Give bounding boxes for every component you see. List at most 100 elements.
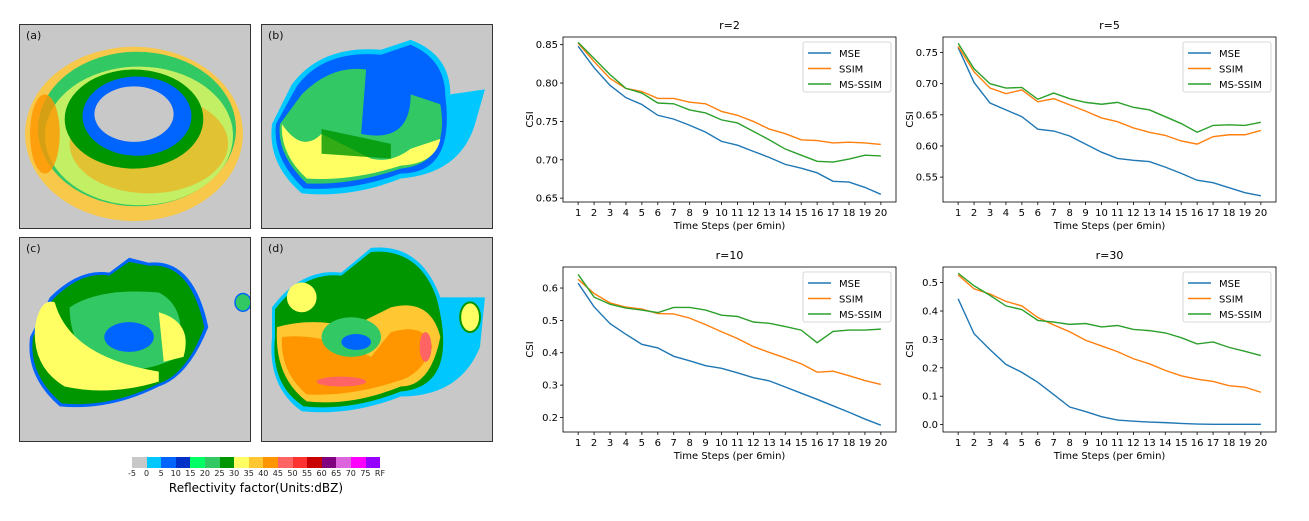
radar-panel-c: (c)	[19, 237, 251, 442]
x-tick-label: 4	[623, 438, 629, 449]
x-tick-label: 13	[1143, 208, 1156, 219]
csi-chart-r10: r=10 0.2 0.3 0.4 0.5 0.6 1 2 3 4 5 6 7 8 9 10 11 12 13 14 15…	[520, 240, 910, 474]
x-tick-label: 3	[607, 438, 613, 449]
x-tick-label: 15	[795, 438, 808, 449]
colorbar-swatch	[277, 457, 293, 468]
series-line-ms-ssim	[957, 272, 1262, 357]
legend-box	[1182, 41, 1272, 93]
x-axis-label: Time Steps (per 6min)	[673, 451, 786, 462]
chart-title: r=10	[716, 249, 744, 262]
x-tick-label: 11	[1111, 438, 1124, 449]
y-tick-label: 0.4	[542, 348, 558, 359]
series-line-mse	[957, 298, 1261, 426]
legend-entry: SSIM	[1219, 65, 1243, 76]
x-tick-label: 13	[1143, 438, 1156, 449]
x-tick-label: 19	[1239, 438, 1252, 449]
x-tick-label: 4	[1003, 208, 1009, 219]
legend-entry: MS-SSIM	[839, 80, 882, 91]
colorbar-tick-label: 70	[345, 469, 356, 478]
y-tick-label: 0.75	[916, 48, 938, 59]
x-tick-label: 16	[1191, 208, 1204, 219]
y-axis-label: CSI	[905, 341, 916, 357]
colorbar-swatch	[146, 457, 162, 468]
y-tick-label: 0.3	[542, 381, 558, 392]
x-tick-label: 10	[715, 438, 728, 449]
radar-image-c	[29, 257, 250, 408]
y-tick-label: 0.70	[536, 155, 558, 166]
colorbar-tick-label: 15	[185, 469, 196, 478]
panel-label-d: (d)	[268, 242, 284, 255]
colorbar-tick-label: 30	[229, 469, 240, 478]
x-tick-label: 18	[843, 438, 856, 449]
x-tick-label: 7	[671, 438, 677, 449]
y-tick-label: 0.6	[542, 284, 558, 295]
radar-image-a	[25, 46, 243, 222]
colorbar-swatch	[365, 457, 381, 468]
plot-frame	[942, 36, 1277, 203]
colorbar-swatch	[350, 457, 366, 468]
x-tick-label: 13	[763, 438, 776, 449]
y-tick-label: 0.65	[916, 110, 938, 121]
csi-chart-r2: r=2 0.65 0.70 0.75 0.80 0.85 1 2 3 4 5 6 7 8 9 10 11 12 13…	[520, 10, 910, 244]
x-axis-label: Time Steps (per 6min)	[1053, 221, 1166, 232]
x-tick-label: 6	[655, 208, 661, 219]
colorbar-swatch	[175, 457, 191, 468]
radar-panel-d: (d)	[261, 237, 493, 442]
x-tick-label: 9	[702, 438, 708, 449]
x-tick-label: 17	[1207, 208, 1220, 219]
colorbar-swatch	[248, 457, 264, 468]
x-tick-label: 6	[1035, 208, 1041, 219]
colorbar-tick-label: 45	[272, 469, 283, 478]
series-line-mse	[577, 45, 882, 195]
colorbar-swatch	[219, 457, 235, 468]
colorbar-swatch	[263, 457, 278, 468]
x-axis-label: Time Steps (per 6min)	[673, 221, 786, 232]
x-tick-label: 19	[1239, 208, 1252, 219]
plot-frame	[562, 36, 897, 203]
y-tick-label: 0.5	[542, 316, 558, 327]
colorbar-tick-label: 10	[170, 469, 181, 478]
x-tick-label: 12	[747, 438, 760, 449]
series-line-ms-ssim	[577, 41, 881, 163]
x-axis-label: Time Steps (per 6min)	[1053, 451, 1166, 462]
chart-title: r=30	[1096, 249, 1124, 262]
x-tick-label: 16	[1191, 438, 1204, 449]
series-line-ssim	[957, 274, 1262, 393]
x-tick-label: 16	[811, 208, 824, 219]
csi-chart-r30: r=30 0.0 0.1 0.2 0.3 0.4 0.5 1 2 3 4 5 6 7 8 9 10 11 12 13 1…	[900, 240, 1300, 474]
colorbar-swatch	[132, 457, 147, 468]
x-tick-label: 10	[1095, 208, 1108, 219]
x-tick-label: 2	[971, 208, 977, 219]
x-tick-label: 10	[1095, 438, 1108, 449]
x-tick-label: 18	[843, 208, 856, 219]
x-tick-label: 14	[1159, 208, 1172, 219]
legend-box	[802, 41, 892, 93]
series-line-ssim	[577, 278, 882, 386]
x-tick-label: 8	[1066, 438, 1072, 449]
x-tick-label: 20	[874, 208, 887, 219]
colorbar-tick-label: 25	[214, 469, 225, 478]
colorbar-tick-label: 5	[158, 469, 164, 478]
y-tick-label: 0.3	[922, 335, 938, 346]
y-axis-label: CSI	[525, 111, 536, 127]
x-tick-label: 1	[955, 208, 961, 219]
colorbar-tick-label: 55	[301, 469, 313, 478]
plot-frame	[562, 266, 897, 433]
legend-entry: MS-SSIM	[1219, 80, 1262, 91]
x-tick-label: 3	[607, 208, 613, 219]
legend-entry: MS-SSIM	[839, 310, 882, 321]
x-tick-label: 11	[731, 208, 744, 219]
x-tick-label: 9	[1082, 208, 1088, 219]
colorbar-swatch	[190, 457, 205, 468]
series-line-ssim	[957, 45, 1262, 145]
x-tick-label: 1	[575, 208, 581, 219]
x-tick-label: 2	[971, 438, 977, 449]
y-tick-label: 0.85	[536, 40, 558, 51]
y-tick-label: 0.70	[916, 79, 938, 90]
x-tick-label: 2	[591, 208, 597, 219]
panel-label-c: (c)	[26, 242, 41, 255]
y-tick-label: 0.1	[922, 392, 938, 403]
x-tick-label: 6	[655, 438, 661, 449]
colorbar-swatch	[321, 457, 337, 468]
y-tick-label: 0.4	[922, 307, 938, 318]
